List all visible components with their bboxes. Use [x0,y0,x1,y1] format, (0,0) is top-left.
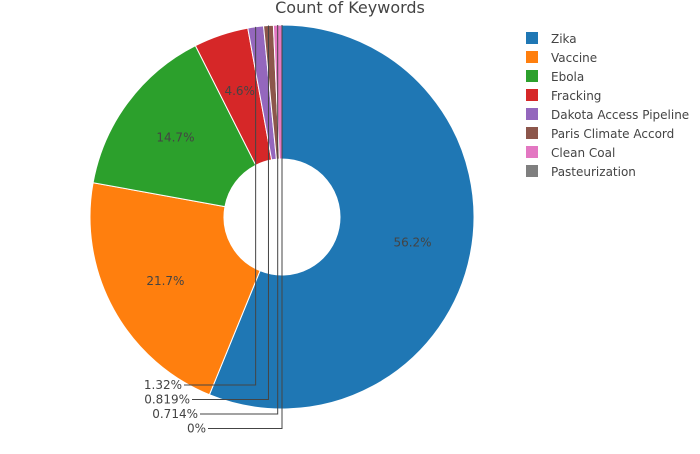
slice-label-ebola: 14.7% [156,130,194,144]
legend-swatch [526,89,538,101]
legend-label: Fracking [551,89,601,103]
legend-item-dakota-access-pipeline[interactable]: Dakota Access Pipeline [526,108,689,122]
legend-swatch [526,70,538,82]
pie-slice-ebola[interactable] [92,44,257,208]
pie-slices [89,24,475,410]
chart-title: Count of Keywords [275,0,425,17]
legend-swatch [526,127,538,139]
legend-swatch [526,108,538,120]
legend-label: Paris Climate Accord [551,127,674,141]
legend-item-paris-climate-accord[interactable]: Paris Climate Accord [526,127,674,141]
legend-item-vaccine[interactable]: Vaccine [526,51,597,65]
slice-label-zika: 56.2% [393,236,431,250]
inside-labels: 56.2% 21.7% 14.7% 4.6% [146,84,431,288]
legend-swatch [526,165,538,177]
legend-label: Vaccine [551,51,597,65]
pie-slice-vaccine[interactable] [89,182,261,396]
slice-label-dakota-access-pipeline: 1.32% [144,378,182,392]
slice-label-vaccine: 21.7% [146,274,184,288]
slice-label-clean-coal: 0.714% [152,407,198,421]
legend-item-fracking[interactable]: Fracking [526,89,601,103]
legend-item-clean-coal[interactable]: Clean Coal [526,146,615,160]
leader-line-clean-coal [200,25,279,415]
legend-label: Clean Coal [551,146,615,160]
legend-label: Zika [551,32,577,46]
legend-label: Dakota Access Pipeline [551,108,689,122]
slice-label-pasteurization: 0% [187,422,206,436]
legend-label: Pasteurization [551,165,636,179]
legend-swatch [526,51,538,63]
legend-item-ebola[interactable]: Ebola [526,70,584,84]
pie-slice-zika[interactable] [208,24,475,410]
legend-item-pasteurization[interactable]: Pasteurization [526,165,636,179]
legend: Zika Vaccine Ebola Fracking Dakota Access Pi… [526,32,689,179]
legend-item-zika[interactable]: Zika [526,32,577,46]
outside-labels: 1.32%0.819%0.714%0% [144,25,283,436]
slice-label-paris-climate-accord: 0.819% [144,393,190,407]
slice-label-fracking: 4.6% [224,84,255,98]
legend-swatch [526,32,538,44]
leader-line-paris-climate-accord [192,25,269,400]
legend-label: Ebola [551,70,584,84]
legend-swatch [526,146,538,158]
leader-line-dakota-access-pipeline [184,26,257,386]
leader-line-pasteurization [208,25,283,429]
